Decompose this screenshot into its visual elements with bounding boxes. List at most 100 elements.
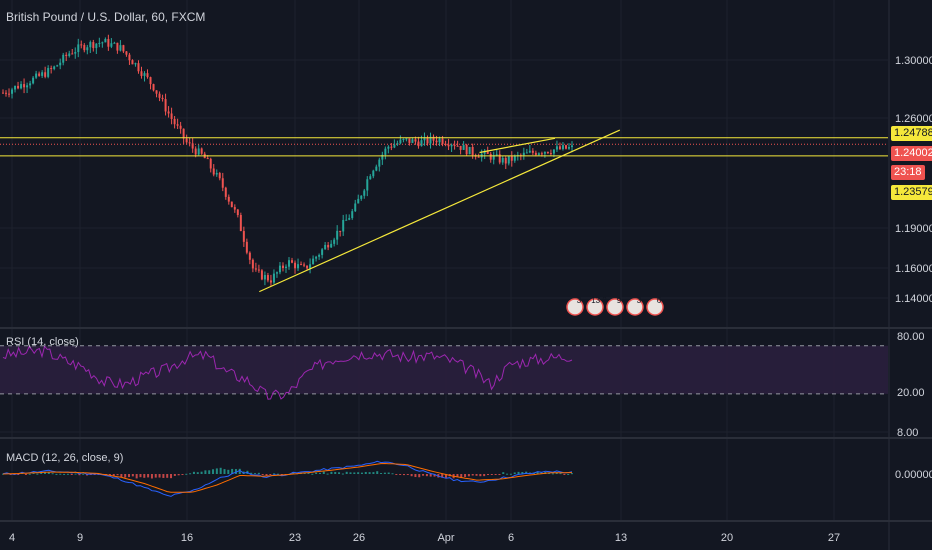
symbol-title[interactable]: British Pound / U.S. Dollar, 60, FXCM	[6, 10, 206, 24]
macd-histogram-bar	[128, 474, 131, 478]
macd-histogram-bar	[368, 472, 371, 474]
level-label-upper: 1.24788	[891, 126, 932, 141]
candle-body	[212, 168, 215, 175]
macd-histogram-bar	[280, 474, 283, 475]
candle-body	[5, 92, 8, 94]
candle-body	[483, 150, 486, 154]
candle-body	[561, 145, 564, 150]
candle-body	[197, 148, 200, 155]
event-badge[interactable]	[606, 298, 624, 316]
price-axis-label: 1.19000	[895, 223, 932, 235]
macd-histogram-bar	[150, 474, 153, 479]
macd-histogram-bar	[276, 473, 279, 475]
candle-body	[330, 243, 333, 248]
macd-histogram-bar	[376, 471, 379, 474]
candle-body	[254, 268, 257, 270]
candle-body	[381, 154, 384, 160]
candle-body	[345, 219, 348, 221]
macd-histogram-bar	[399, 474, 402, 475]
macd-histogram-bar	[559, 473, 562, 475]
macd-histogram-bar	[32, 472, 35, 474]
time-axis-label: 26	[353, 532, 365, 544]
candle-body	[107, 38, 110, 47]
candle-body	[80, 44, 83, 46]
macd-histogram-bar	[372, 472, 375, 474]
price-axis-label: 1.16000	[895, 263, 932, 275]
candle-body	[375, 166, 378, 171]
event-badge[interactable]	[646, 298, 664, 316]
macd-histogram-bar	[410, 474, 413, 477]
candle-body	[366, 179, 369, 191]
candle-body	[128, 54, 131, 61]
candle-body	[321, 249, 324, 255]
macd-histogram-bar	[357, 472, 360, 474]
macd-histogram-bar	[147, 474, 150, 478]
candle-body	[167, 111, 170, 114]
candle-body	[291, 260, 294, 263]
candle-body	[309, 264, 312, 269]
candle-body	[248, 252, 251, 260]
trendline[interactable]	[479, 137, 556, 154]
candle-body	[336, 230, 339, 240]
candle-body	[140, 71, 143, 76]
macd-histogram-bar	[28, 473, 31, 475]
candle-body	[306, 265, 309, 269]
macd-histogram-bar	[571, 473, 573, 475]
candle-body	[26, 85, 29, 88]
candle-body	[23, 84, 26, 88]
macd-histogram-bar	[292, 472, 295, 474]
candle-body	[47, 68, 50, 77]
event-badge[interactable]	[586, 298, 604, 316]
macd-histogram-bar	[166, 474, 169, 478]
candle-body	[456, 145, 459, 147]
macd-histogram-bar	[273, 473, 276, 475]
macd-histogram-bar	[63, 473, 66, 475]
candle-body	[158, 93, 161, 98]
candle-body	[369, 176, 372, 180]
candle-body	[227, 196, 230, 202]
candle-body	[224, 187, 227, 197]
candle-body	[188, 142, 191, 144]
macd-histogram-bar	[112, 474, 115, 476]
macd-histogram-bar	[219, 467, 222, 474]
candle-body	[489, 153, 492, 160]
candle-body	[236, 209, 239, 216]
trendline[interactable]	[259, 129, 621, 293]
macd-histogram-bar	[502, 472, 505, 474]
event-badge-count: 9	[617, 296, 622, 305]
macd-histogram-bar	[208, 470, 211, 474]
rsi-line	[2, 345, 573, 400]
candle-body	[56, 65, 59, 67]
macd-histogram-bar	[360, 472, 363, 474]
candle-body	[17, 85, 20, 89]
candle-body	[555, 146, 558, 150]
candle-body	[176, 124, 179, 126]
macd-histogram-bar	[162, 474, 165, 478]
event-badge-count: 3	[577, 296, 582, 305]
event-badge[interactable]	[566, 298, 584, 316]
macd-histogram-bar	[311, 473, 314, 475]
macd-histogram-bar	[471, 474, 474, 476]
candle-body	[300, 264, 303, 266]
macd-histogram-bar	[124, 474, 127, 478]
macd-line	[2, 460, 573, 497]
candle-body	[218, 172, 221, 179]
candle-body	[543, 151, 546, 154]
macd-histogram-bar	[486, 474, 489, 475]
candle-body	[230, 201, 233, 208]
candle-body	[278, 265, 281, 273]
candle-body	[14, 85, 17, 90]
candle-body	[221, 178, 224, 188]
macd-histogram-bar	[307, 473, 310, 475]
candle-body	[8, 93, 11, 95]
event-badge[interactable]	[626, 298, 644, 316]
candle-body	[414, 139, 417, 142]
macd-histogram-bar	[506, 473, 509, 475]
candle-body	[450, 144, 453, 147]
candle-body	[68, 53, 71, 57]
macd-histogram-bar	[521, 471, 524, 474]
macd-histogram-bar	[402, 474, 405, 476]
candle-body	[2, 92, 4, 94]
macd-histogram-bar	[536, 471, 539, 474]
